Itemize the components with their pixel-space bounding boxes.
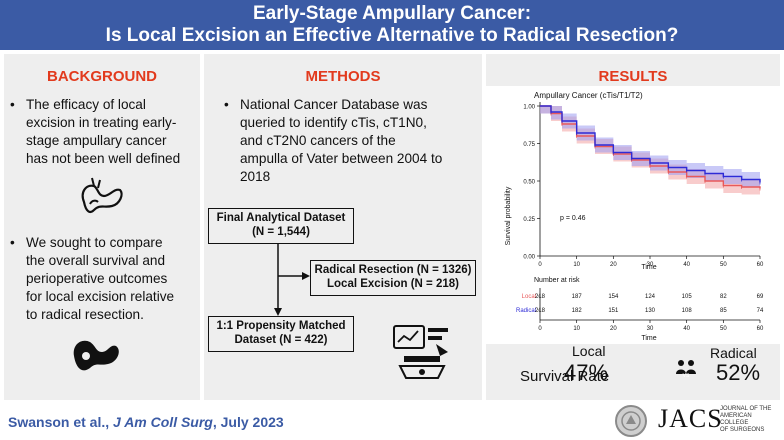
jacs-logo: JACS — [658, 404, 723, 433]
citation: Swanson et al., J Am Coll Surg, July 202… — [8, 414, 284, 430]
risk-x-tick-label: 30 — [647, 326, 654, 332]
background-title: BACKGROUND — [47, 68, 157, 85]
acs-seal-icon — [615, 405, 647, 437]
p-value-label: p = 0.46 — [560, 215, 586, 222]
vs-people-icon: VS — [676, 360, 696, 378]
methods-bullet-1: • National Cancer Database was queried t… — [224, 97, 443, 184]
x-tick-label: 40 — [683, 262, 690, 268]
local-label: Local — [572, 343, 606, 359]
risk-count: 82 — [720, 294, 727, 300]
y-tick-label: 0.25 — [523, 217, 535, 223]
results-title: RESULTS — [598, 68, 668, 85]
header-banner: Early-Stage Ampullary Cancer: Is Local E… — [0, 0, 784, 50]
x-tick-label: 20 — [610, 262, 617, 268]
radical-percent: 52% — [716, 360, 761, 385]
y-tick-label: 0.50 — [523, 180, 535, 186]
risk-table-title: Number at risk — [534, 277, 580, 284]
risk-count: 154 — [608, 294, 619, 300]
radical-label: Radical — [710, 345, 757, 361]
risk-x-tick-label: 10 — [573, 326, 580, 332]
chart-title: Ampullary Cancer (cTis/T1/T2) — [534, 91, 643, 100]
y-tick-label: 1.00 — [523, 105, 535, 111]
flow-arrows — [274, 244, 310, 316]
title-line-2: Is Local Excision an Effective Alternati… — [105, 25, 679, 46]
title-line-1: Early-Stage Ampullary Cancer: — [252, 3, 532, 24]
x-axis-label-risk: Time — [641, 335, 656, 342]
risk-x-tick-label: 40 — [683, 326, 690, 332]
methods-title: METHODS — [305, 68, 381, 85]
results-panel: RESULTS Ampullary Cancer (cTis/T1/T2) Su… — [486, 54, 780, 400]
methods-panel: METHODS • National Cancer Database was q… — [204, 54, 482, 400]
risk-count: 69 — [757, 294, 764, 300]
risk-x-tick-label: 20 — [610, 326, 617, 332]
risk-count: 182 — [572, 308, 583, 314]
background-bullet-2: • We sought to compare the overall survi… — [10, 235, 175, 322]
x-tick-label: 50 — [720, 262, 727, 268]
risk-x-tick-label: 60 — [757, 326, 764, 332]
risk-row-label-local: Local — [522, 294, 536, 300]
x-tick-label: 10 — [573, 262, 580, 268]
final-dataset-box: Final Analytical Dataset (N = 1,544) — [208, 208, 354, 244]
survival-rate-label: Survival Rate — [520, 368, 610, 385]
y-axis-label: Survival probability — [505, 186, 512, 245]
x-tick-label: 30 — [647, 262, 654, 268]
risk-count: 85 — [720, 308, 727, 314]
y-tick-label: 0.00 — [523, 255, 535, 261]
jacs-logo-subtitle: JOURNAL OF THE AMERICAN COLLEGE OF SURGE… — [720, 406, 772, 433]
pancreas-solid-icon — [73, 340, 119, 371]
local-percent: 47% — [564, 360, 609, 385]
cohort-box: Radical Resection (N = 1326) Local Excis… — [310, 260, 476, 296]
svg-text:VS: VS — [683, 373, 690, 378]
risk-count: 124 — [645, 294, 656, 300]
km-chart: Ampullary Cancer (cTis/T1/T2) Survival p… — [486, 86, 780, 344]
data-analysis-icon — [393, 325, 448, 379]
risk-x-tick-label: 50 — [720, 326, 727, 332]
risk-count: 105 — [682, 294, 693, 300]
pancreas-outline-icon — [81, 177, 123, 213]
risk-count: 151 — [608, 308, 619, 314]
ci-band-radical — [540, 106, 760, 190]
risk-count: 108 — [682, 308, 693, 314]
background-panel: BACKGROUND • The efficacy of local excis… — [4, 54, 200, 400]
x-tick-label: 0 — [538, 262, 542, 268]
background-bullet-1: • The efficacy of local excision in trea… — [10, 97, 181, 166]
matched-dataset-box: 1:1 Propensity Matched Dataset (N = 422) — [208, 316, 354, 352]
risk-count: 130 — [645, 308, 656, 314]
risk-x-tick-label: 0 — [538, 326, 542, 332]
y-tick-label: 0.75 — [523, 142, 535, 148]
risk-row-label-radical: Radical — [516, 308, 536, 314]
x-tick-label: 60 — [757, 262, 764, 268]
x-axis-label: Time — [641, 264, 656, 271]
risk-count: 74 — [757, 308, 764, 314]
risk-count: 187 — [572, 294, 583, 300]
